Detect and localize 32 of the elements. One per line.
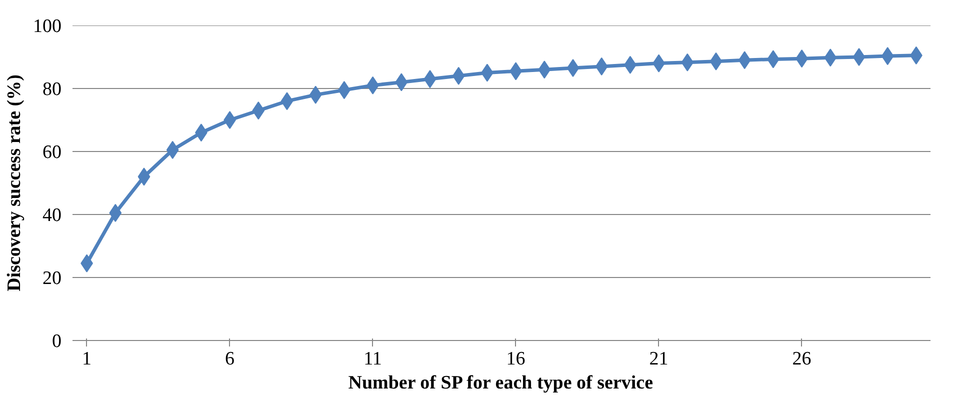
- y-tick-label: 40: [42, 205, 62, 226]
- point: [138, 168, 150, 186]
- x-tick-label: 11: [364, 348, 382, 370]
- x-tick-label: 6: [225, 348, 235, 370]
- y-tick-label: 60: [42, 142, 62, 163]
- point: [252, 102, 265, 120]
- y-tick-label: 0: [52, 331, 62, 352]
- y-tick-label: 80: [42, 79, 62, 100]
- point: [309, 86, 322, 104]
- y-axis-title: Discovery success rate (%): [4, 74, 25, 292]
- point: [738, 51, 751, 70]
- point: [824, 48, 837, 67]
- point: [852, 48, 866, 66]
- point: [710, 52, 722, 70]
- y-tick-label: 20: [42, 268, 62, 289]
- x-tick-label: 21: [649, 348, 668, 370]
- point: [538, 60, 551, 79]
- x-tick-label: 1: [82, 348, 92, 370]
- point: [166, 140, 179, 159]
- point: [452, 66, 465, 85]
- x-tick-label: 26: [792, 348, 812, 370]
- point: [424, 70, 436, 88]
- x-tick-label: 16: [506, 348, 526, 370]
- point: [109, 204, 122, 222]
- point: [395, 73, 408, 92]
- x-axis-title: Number of SP for each type of service: [348, 372, 654, 394]
- point: [881, 47, 894, 66]
- point: [280, 92, 294, 110]
- y-tick-label: 100: [33, 16, 62, 37]
- point: [566, 59, 580, 78]
- point: [681, 53, 694, 72]
- point: [595, 57, 608, 76]
